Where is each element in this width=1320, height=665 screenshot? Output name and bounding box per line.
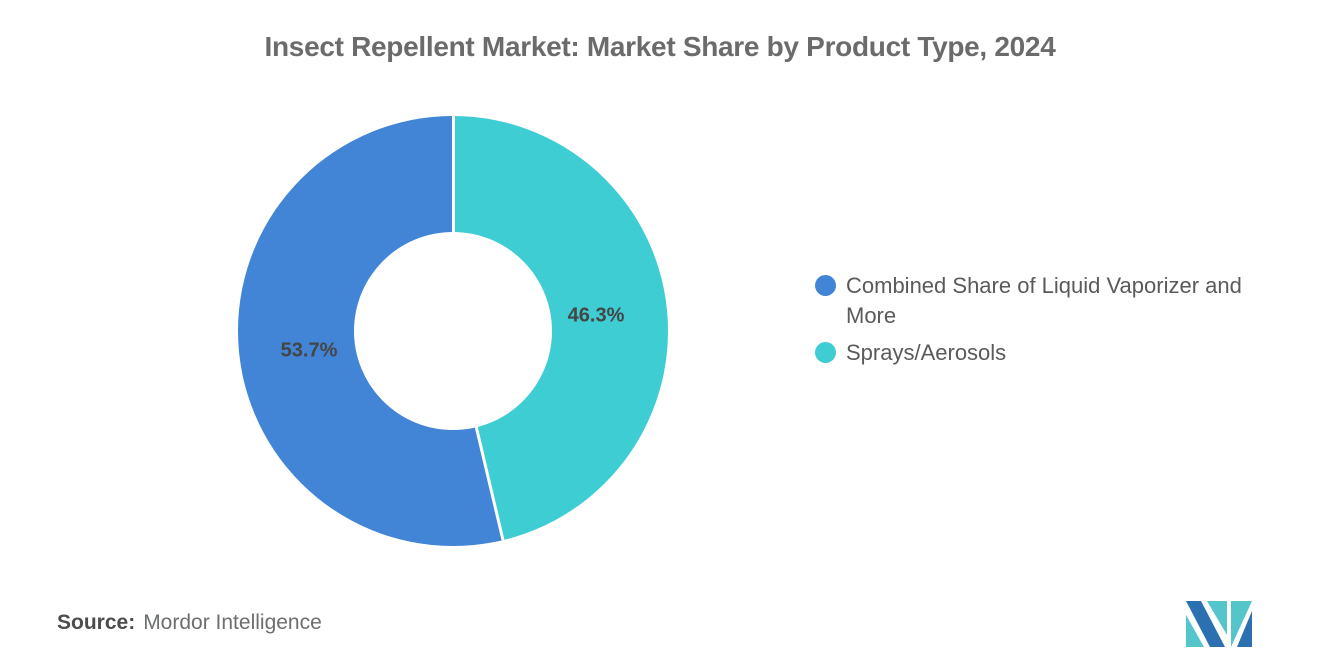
- mordor-intelligence-logo: [1186, 601, 1252, 647]
- legend-label-combined-liquid-vaporizer: Combined Share of Liquid Vaporizer and M…: [846, 273, 1242, 328]
- logo-left-diagonal-blue: [1186, 601, 1225, 647]
- legend: Combined Share of Liquid Vaporizer and M…: [815, 271, 1260, 375]
- legend-marker-sprays-aerosols: [815, 342, 836, 363]
- logo-bottom-left-teal: [1186, 615, 1204, 647]
- legend-item-sprays-aerosols[interactable]: Sprays/Aerosols: [815, 338, 1260, 368]
- source-text: Mordor Intelligence: [143, 611, 322, 634]
- donut-hole: [354, 232, 552, 430]
- source-line: Source: Mordor Intelligence: [57, 611, 322, 635]
- donut-chart[interactable]: 53.7% 46.3%: [238, 116, 668, 546]
- slice-label-sprays-aerosols: 46.3%: [567, 304, 625, 327]
- logo-bottom-right-blue: [1237, 611, 1252, 647]
- logo-right-teal: [1231, 601, 1252, 647]
- legend-item-combined-liquid-vaporizer[interactable]: Combined Share of Liquid Vaporizer and M…: [815, 271, 1260, 331]
- logo-middle-teal: [1207, 601, 1227, 635]
- legend-label-sprays-aerosols: Sprays/Aerosols: [846, 340, 1007, 365]
- legend-marker-combined-liquid-vaporizer: [815, 275, 836, 296]
- source-prefix: Source:: [57, 611, 136, 634]
- slice-label-combined-liquid-vaporizer: 53.7%: [280, 339, 338, 362]
- chart-title: Insect Repellent Market: Market Share by…: [264, 31, 1056, 62]
